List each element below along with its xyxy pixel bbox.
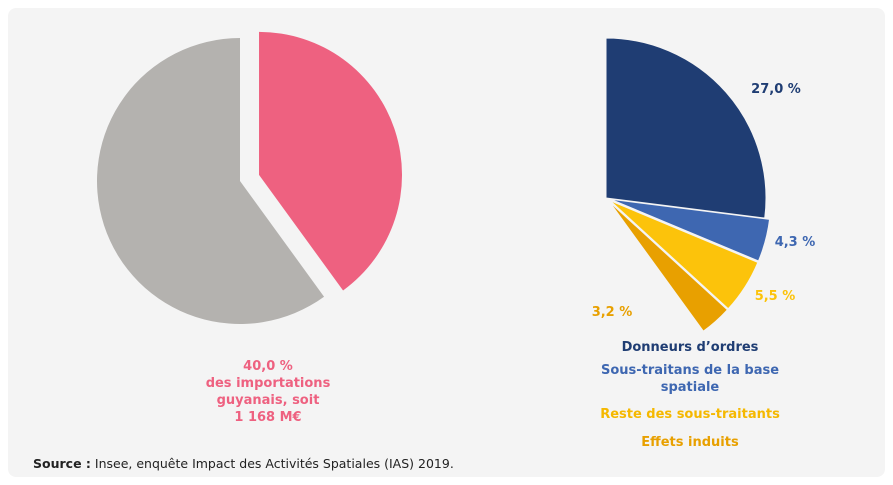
- value-label: 4,3 %: [774, 235, 816, 250]
- annotation: des importations: [205, 376, 331, 391]
- pie-slice: [605, 37, 767, 219]
- legend-entry: Sous-traitans de la base spatiale: [600, 363, 780, 395]
- pie-slice: [608, 201, 729, 332]
- legend-entry: Donneurs d’ordres: [621, 340, 759, 355]
- legend-entry: Effets induits: [641, 435, 739, 450]
- source-label: Source :: [33, 456, 91, 471]
- legend-entry: Reste des sous-traitants: [600, 407, 780, 422]
- pie-slice: [96, 38, 325, 324]
- pie-slice: [259, 31, 403, 291]
- annotation: 1 168 M€: [234, 410, 302, 425]
- source: Source : Insee, enquête Impact des Activ…: [33, 456, 454, 471]
- value-label: 3,2 %: [591, 305, 633, 320]
- source-text: Insee, enquête Impact des Activités Spat…: [94, 456, 454, 471]
- value-label: 5,5 %: [754, 289, 796, 304]
- pie-slice: [610, 198, 771, 262]
- annotation: guyanais, soit: [216, 393, 320, 408]
- value-label: 40,0 %: [243, 359, 293, 374]
- value-label: 27,0 %: [751, 82, 801, 97]
- pie-slice: [609, 200, 759, 310]
